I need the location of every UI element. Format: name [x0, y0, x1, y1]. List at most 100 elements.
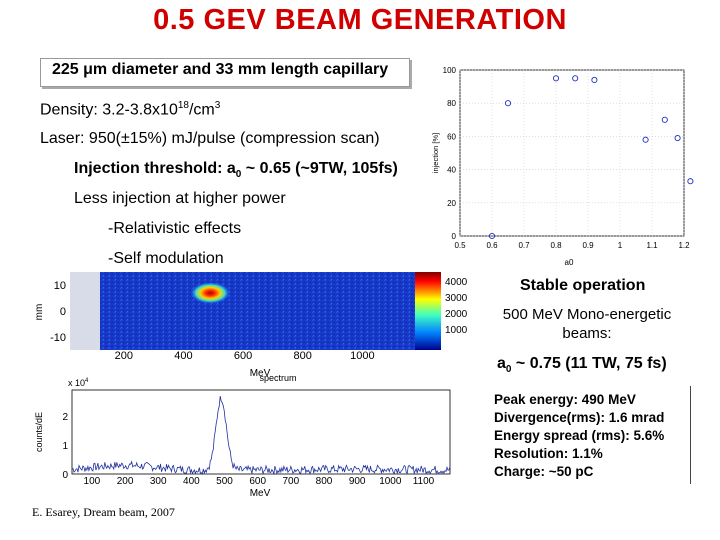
scatter-points: [488, 75, 694, 240]
scatter-y-tick: 0: [452, 232, 457, 241]
capillary-box: [40, 58, 410, 87]
spectrum-x-tick: 300: [150, 476, 167, 487]
scatter-y-label: injection [%]: [431, 133, 440, 173]
spectrum-series-line: [71, 396, 451, 476]
spectrum-x-tick: 900: [349, 476, 366, 487]
spectrum-title: spectrum: [259, 373, 296, 383]
heatmap-x-tick: 800: [294, 350, 312, 362]
scatter-plot-frame: [459, 69, 685, 237]
scatter-point: [504, 100, 512, 107]
injection-sub: 0: [235, 169, 242, 181]
spectrum-plot-frame: [71, 389, 451, 475]
heatmap-y-ticks: 10 0 -10: [50, 280, 66, 344]
scatter-x-tick: 0.6: [486, 241, 498, 250]
stable-operation-heading: Stable operation: [520, 277, 646, 294]
scatter-y-tick: 80: [447, 99, 456, 108]
spectrum-y-tick: 2: [62, 412, 68, 423]
scatter-point: [642, 136, 649, 143]
injection-line: Injection threshold: a0 ~ 0.65 (~9TW, 10…: [74, 160, 398, 180]
density-unit-exp: 3: [214, 100, 221, 111]
scatter-point: [687, 178, 694, 185]
footer-citation: E. Esarey, Dream beam, 2007: [32, 505, 175, 519]
heatmap-y-tick: 0: [60, 306, 66, 318]
density-line: Density: 3.2-3.8x1018/cm3: [40, 100, 220, 119]
spectrum-x-ticks: 100 200 300 400 500 600 700 800 900 1000 1100: [84, 476, 435, 487]
spectrum-y-ticks: 2 1 0: [62, 412, 68, 481]
spectrum-x-tick: 700: [282, 476, 299, 487]
scatter-point: [572, 75, 579, 82]
heatmap-colorbar-tick: 4000: [445, 277, 468, 288]
density-unit: /cm: [188, 101, 215, 119]
spectrum-x-tick: 800: [316, 476, 333, 487]
spectrum-multiplier: x 104: [68, 378, 89, 388]
heatmap-x-tick: 200: [115, 350, 133, 362]
spec-resolution: Resolution: 1.1%: [494, 446, 603, 461]
heatmap-x-tick: 400: [174, 350, 192, 362]
heatmap-x-ticks: 200 400 600 800 1000: [115, 350, 375, 362]
scatter-point: [488, 232, 496, 240]
spec-energy-spread: Energy spread (rms): 5.6%: [494, 428, 665, 443]
heatmap-y-tick: 10: [54, 280, 66, 292]
spectrum-x-tick: 500: [216, 476, 233, 487]
laser-line: Laser: 950(±15%) mJ/pulse (compression s…: [40, 130, 380, 147]
spectrum-x-label: MeV: [250, 488, 271, 498]
spec-divergence: Divergence(rms): 1.6 mrad: [494, 410, 665, 425]
spectrum-y-tick: 0: [62, 470, 68, 481]
effect-self-modulation: -Self modulation: [108, 250, 224, 267]
scatter-grid: [459, 69, 685, 237]
scatter-x-ticks: 0.5 0.6 0.7 0.8 0.9 1 1.1 1.2: [454, 241, 690, 250]
heatmap-x-tick: 1000: [350, 350, 374, 362]
heatmap-y-tick: -10: [50, 332, 66, 344]
scatter-x-tick: 0.5: [454, 241, 466, 250]
scatter-x-tick: 0.7: [518, 241, 530, 250]
scatter-x-tick: 1.2: [678, 241, 690, 250]
capillary-text: 225 μm diameter and 33 mm length capilla…: [52, 61, 389, 78]
heatmap-colorbar-tick: 3000: [445, 293, 468, 304]
scatter-point: [591, 76, 598, 84]
density-exp: 18: [177, 100, 189, 111]
a0-right-sub: 0: [505, 364, 512, 376]
spectrum-y-label: counts/dE: [34, 412, 44, 452]
spectrum-chart: spectrum x 104 100 200 300 400 500 600 700 800 9…: [34, 373, 451, 498]
injection-prefix: Injection threshold: a: [74, 160, 236, 177]
heatmap-x-tick: 600: [234, 350, 252, 362]
heatmap-x-label: MeV: [250, 368, 271, 379]
scatter-y-tick: 100: [443, 66, 457, 75]
scatter-y-tick: 20: [447, 199, 456, 208]
effect-relativistic: -Relativistic effects: [108, 220, 242, 237]
heatmap-colorbar-tick: 2000: [445, 309, 468, 320]
injection-scatter-chart: 0.5 0.6 0.7 0.8 0.9 1 1.1 1.2 0 20 40 60 80 100 a0 i…: [431, 66, 694, 267]
spectrum-x-tick: 1000: [379, 476, 402, 487]
scatter-x-tick: 0.8: [550, 241, 562, 250]
heatmap-y-label: mm: [34, 304, 45, 321]
scatter-y-ticks: 0 20 40 60 80 100: [443, 66, 457, 241]
spectrum-x-tick: 400: [183, 476, 200, 487]
mono-energetic-text: 500 MeV Mono-energetic beams:: [502, 306, 672, 342]
scatter-x-tick: 1: [618, 241, 623, 250]
beam-heatmap: 200 400 600 800 1000 10 0 -10 4000 3000 2000 1000…: [34, 272, 468, 379]
page-title: 0.5 GEV BEAM GENERATION: [153, 4, 567, 36]
spectrum-x-tick: 200: [117, 476, 134, 487]
specs-box: [488, 386, 691, 484]
scatter-x-tick: 0.9: [582, 241, 594, 250]
scatter-point: [661, 116, 668, 123]
scatter-point: [552, 75, 560, 82]
spectrum-x-tick: 1100: [413, 476, 435, 487]
heatmap-colorbar-ticks: 4000 3000 2000 1000: [445, 277, 468, 336]
scatter-x-tick: 1.1: [646, 241, 658, 250]
heatmap-colorbar-tick: 1000: [445, 325, 468, 336]
scatter-y-tick: 40: [447, 166, 456, 175]
a0-right-suffix: ~ 0.75 (11 TW, 75 fs): [511, 355, 667, 372]
scatter-x-label: a0: [565, 258, 574, 267]
less-injection-line: Less injection at higher power: [74, 190, 286, 207]
density-prefix: Density: 3.2-3.8x10: [40, 101, 178, 119]
scatter-y-tick: 60: [447, 132, 456, 141]
heatmap-peak: [190, 282, 231, 304]
spec-charge: Charge: ~50 pC: [494, 464, 594, 479]
spec-peak-energy: Peak energy: 490 MeV: [494, 392, 636, 407]
spectrum-x-tick: 100: [84, 476, 101, 487]
heatmap-left-strip: [70, 272, 100, 350]
injection-suffix: ~ 0.65 (~9TW, 105fs): [241, 160, 398, 177]
spectrum-y-tick: 1: [62, 441, 68, 452]
a0-right-line: a0 ~ 0.75 (11 TW, 75 fs): [497, 355, 667, 375]
